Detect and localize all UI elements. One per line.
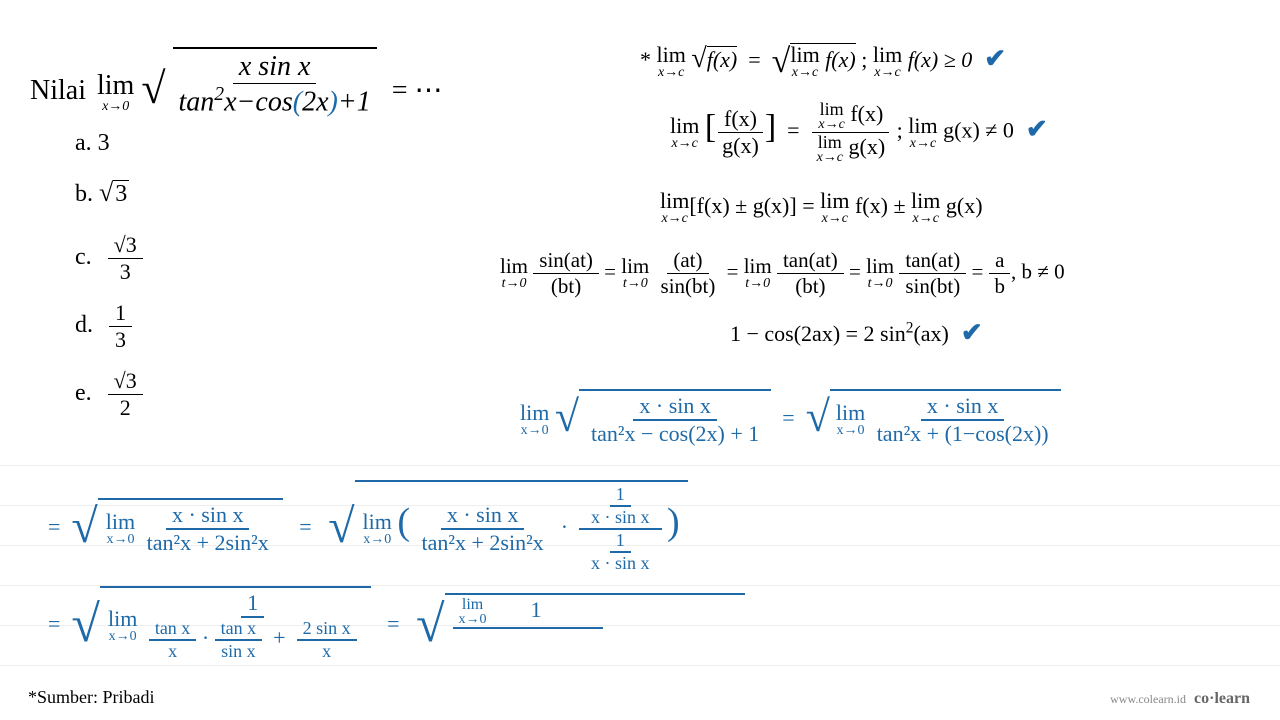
source-footer: *Sumber: Pribadi [28,687,155,708]
problem-lead: Nilai lim x→0 √ x sin x tan2x−cos(2x)+1 … [30,55,443,126]
limit-operator: lim x→0 [97,72,134,114]
option-a: a. 3 [75,130,110,157]
work-line-1-lhs: limx→0 √ x · sin x tan²x − cos(2x) + 1 =… [520,385,1061,449]
rule-3: limx→c[f(x) ± g(x)] = limx→c f(x) ± limx… [660,190,983,226]
option-c: c. √3 3 [75,232,143,285]
lim-sub: x→0 [102,100,129,114]
sqrt-body: x sin x tan2x−cos(2x)+1 [173,47,377,118]
work-line-2: = √ limx→0 x · sin x tan²x + 2sin²x = √ … [48,480,688,576]
brand-logo: www.colearn.id co·learn [1110,690,1250,708]
rule-1: * limx→c √f(x) = √ limx→c f(x) ; limx→c … [640,38,1006,80]
lim-text: lim [97,72,134,100]
option-d: d. 1 3 [75,300,132,353]
main-fraction: x sin x tan2x−cos(2x)+1 [173,51,377,118]
work-line-3: = √ limx→0 1 tan xx · tan xsin x + 2 sin… [48,585,745,664]
option-e: e. √3 2 [75,368,143,421]
frac-num: x sin x [233,51,317,84]
nilai-text: Nilai [30,75,86,106]
frac-den: tan2x−cos(2x)+1 [173,84,377,118]
sqrt-symbol: √ [141,64,165,113]
equals-dots: = ⋯ [392,75,443,106]
rule-5: 1 − cos(2ax) = 2 sin2(ax) ✔ [730,318,983,348]
check-icon: ✔ [954,318,982,347]
check-icon: ✔ [978,44,1006,73]
option-b: b. √3 [75,178,129,208]
check-icon: ✔ [1019,115,1047,144]
rule-4: limt→0 sin(at)(bt) = limt→0 (at)sin(bt) … [500,248,1065,299]
rule-2: limx→c [f(x)g(x)] = limx→c f(x) limx→c g… [670,100,1048,165]
